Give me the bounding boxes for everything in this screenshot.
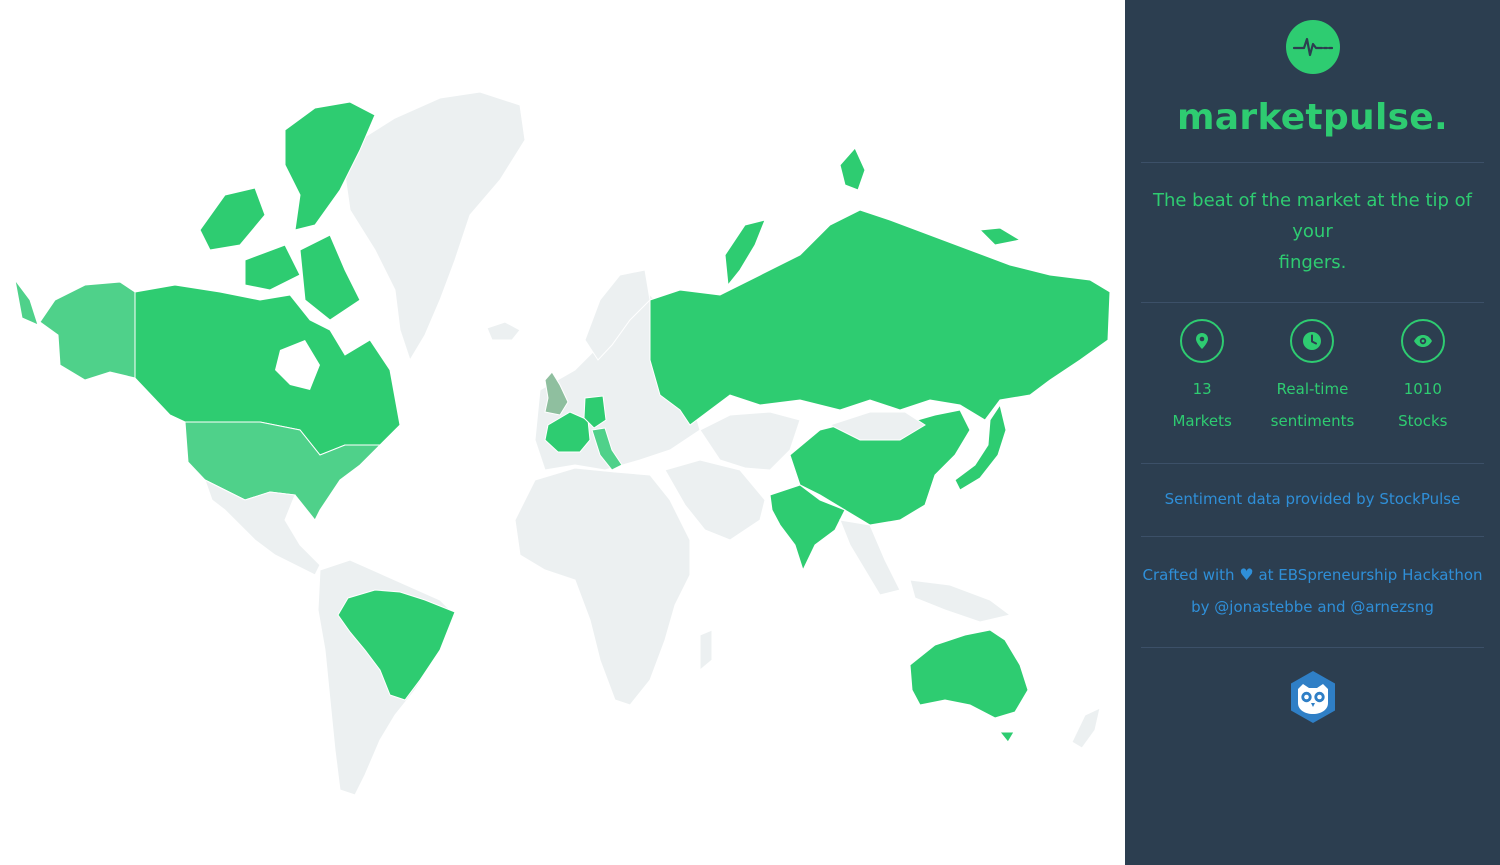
map-region-japan[interactable] [954,403,1007,491]
stockpulse-link[interactable]: StockPulse [1379,490,1461,508]
map-region-italy[interactable] [591,427,623,471]
eye-icon [1400,319,1445,363]
map-region-united-kingdom[interactable] [544,371,569,416]
stats-row: 13 Markets Real-time sentiments 1010 [1125,303,1500,463]
stat-label: Stocks [1398,412,1448,430]
map-region-greenland[interactable] [344,91,526,362]
author-arnezsng-link[interactable]: @arnezsng [1350,598,1434,616]
divider [1141,463,1484,464]
stat-sentiments: Real-time sentiments [1257,319,1367,437]
map-region-africa[interactable] [514,467,691,706]
credits-by: by [1191,598,1215,616]
stat-label: sentiments [1270,412,1355,430]
hackathon-link[interactable]: EBSpreneurship Hackathon [1278,566,1483,584]
world-map [14,91,1111,796]
divider [1141,162,1484,163]
map-region-germany[interactable] [583,395,607,429]
map-region-iceland[interactable] [486,321,521,341]
map-region-new-zealand[interactable] [1071,707,1101,749]
tagline: The beat of the market at the tip of you… [1125,163,1500,302]
sidebar: marketpulse. The beat of the market at t… [1125,0,1500,865]
heart-icon: ♥ [1239,565,1254,584]
clock-icon [1290,319,1335,363]
map-region-india[interactable] [769,484,846,572]
owl-logo-icon[interactable] [1289,670,1337,724]
map-region-alaska[interactable] [14,279,136,381]
stat-label: Markets [1172,412,1232,430]
tagline-line-1: The beat of the market at the tip of you… [1152,190,1473,242]
map-region-mexico[interactable] [204,479,321,576]
footer-logo-area [1125,648,1500,724]
map-region-brazil[interactable] [337,589,456,701]
divider [1141,302,1484,303]
divider [1141,536,1484,537]
author-jonastebbe-link[interactable]: @jonastebbe [1214,598,1313,616]
provider-prefix: Sentiment data provided by [1164,490,1380,508]
world-map-svg [14,91,1111,796]
credits-prefix: Crafted with [1142,566,1235,584]
map-region-mongolia[interactable] [828,411,926,441]
credits-mid: at [1253,566,1279,584]
map-region-france[interactable] [544,411,591,453]
tagline-line-2: fingers. [1278,252,1347,273]
map-pin-icon [1180,319,1225,363]
map-region-madagascar[interactable] [699,629,713,672]
credits-and: and [1312,598,1351,616]
stat-stocks: 1010 Stocks [1368,319,1478,437]
map-region-russia[interactable] [649,209,1111,426]
data-provider-note: Sentiment data provided by StockPulse [1125,464,1500,536]
map-region-central-asia[interactable] [699,411,801,471]
credits: Crafted with ♥ at EBSpreneurship Hackath… [1125,537,1500,647]
stat-value: 13 [1192,380,1212,398]
map-region-australia[interactable] [909,629,1029,743]
stat-markets: 13 Markets [1147,319,1257,437]
brand-title: marketpulse. [1176,97,1449,138]
map-region-middle-east[interactable] [664,459,766,541]
logo-area [1125,0,1500,80]
stat-value: Real-time [1276,380,1349,398]
stat-value: 1010 [1403,380,1442,398]
map-region-russia-novaya-zemlya[interactable] [724,147,1022,287]
map-region-canada-islands[interactable] [199,101,376,321]
map-region-southeast-asia[interactable] [839,519,1012,623]
divider [1141,647,1484,648]
pulse-icon[interactable] [1285,20,1340,74]
